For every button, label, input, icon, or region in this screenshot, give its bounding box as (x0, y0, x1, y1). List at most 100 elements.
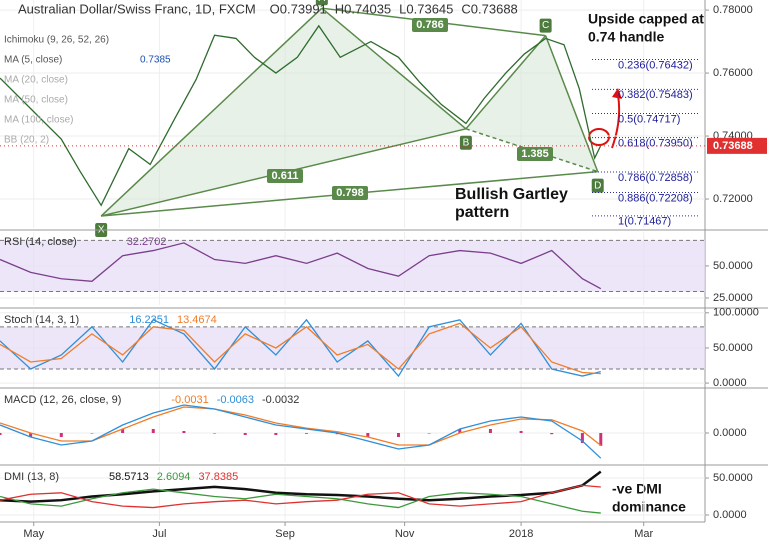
pattern-fill (465, 35, 598, 172)
histogram-bar (599, 433, 603, 446)
histogram-bar (0, 433, 2, 435)
y-tick-label: 50.0000 (713, 260, 753, 272)
readout: 16.2351 (129, 314, 169, 326)
histogram-bar (213, 433, 217, 434)
indicator-label: MA (100, close) (4, 115, 73, 126)
ohlc-value: O0.73991 (270, 1, 327, 16)
histogram-bar (305, 433, 309, 434)
histogram-bar (90, 433, 94, 434)
ratio-label: 1.385 (521, 148, 549, 160)
fib-label: 0.5(0.74717) (618, 113, 680, 125)
x-tick-label: 2018 (509, 528, 533, 540)
last-price-label: 0.73688 (713, 140, 753, 152)
ratio-label: 0.786 (416, 19, 444, 31)
annotation: Upside capped at (588, 11, 704, 27)
histogram-bar (274, 433, 278, 435)
ratio-box (412, 18, 448, 32)
histogram-bar (427, 433, 431, 434)
histogram-bar (519, 431, 523, 433)
histogram-bar (59, 433, 63, 437)
series-line (0, 404, 602, 459)
readout: 58.5713 (109, 471, 149, 483)
annotation: -ve DMI (612, 481, 662, 497)
fib-label: 0.618(0.73950) (618, 138, 693, 150)
histogram-bar (550, 433, 554, 435)
panel-title: Stoch (14, 3, 1) (4, 314, 79, 326)
ratio-label: 0.798 (336, 187, 364, 199)
readout: 37.8385 (198, 471, 238, 483)
histogram-bar (396, 433, 400, 437)
fib-label: 0.236(0.76432) (618, 59, 693, 71)
pattern-line (321, 7, 467, 130)
histogram-bar (580, 433, 584, 443)
pattern-line (100, 7, 323, 217)
series-line (0, 24, 602, 207)
ohlc-value: L0.73645 (399, 1, 453, 16)
histogram-bar (29, 433, 33, 437)
indicator-label: 0.7385 (140, 55, 171, 66)
readout: -0.0032 (262, 394, 299, 406)
pattern-point-box (315, 0, 328, 6)
annotation: dominance (612, 499, 686, 515)
histogram-bar (458, 429, 462, 433)
fib-label: 0.886(0.72208) (618, 192, 693, 204)
x-tick-label: Sep (275, 528, 295, 540)
readout: -0.0063 (217, 394, 254, 406)
ohlc-value: H0.74035 (335, 1, 391, 16)
pattern-fill (101, 8, 466, 217)
histogram-bar (182, 431, 186, 433)
highlight-circle (588, 128, 610, 146)
histogram-bar (488, 429, 492, 433)
annotation: 0.74 handle (588, 29, 664, 45)
pattern-line (544, 35, 599, 172)
up-arrow-head (612, 88, 622, 99)
ratio-label: 0.611 (272, 170, 299, 182)
histogram-bar (243, 433, 247, 435)
y-tick-label: 0.72000 (713, 193, 753, 205)
pattern-point-label: C (542, 20, 549, 31)
y-tick-label: 50.0000 (713, 472, 753, 484)
y-tick-label: 0.0000 (713, 377, 747, 389)
pattern-point-label: B (463, 137, 470, 148)
panel-title: Australian Dollar/Swiss Franc, 1D, FXCM (18, 1, 256, 16)
y-tick-label: 25.0000 (713, 292, 753, 304)
fib-label: 0.786(0.72858) (618, 172, 693, 184)
annotation: pattern (455, 204, 509, 221)
ratio-box (332, 186, 368, 200)
ratio-box (267, 169, 303, 183)
y-tick-label: 0.78000 (713, 4, 753, 16)
indicator-label: MA (50, close) (4, 95, 68, 106)
y-tick-label: 0.0000 (713, 509, 747, 521)
band (0, 240, 705, 292)
x-tick-label: May (23, 528, 44, 540)
series-line (0, 242, 602, 290)
x-tick-label: Jul (152, 528, 166, 540)
readout: -0.0031 (171, 394, 208, 406)
pattern-line (465, 35, 547, 130)
x-tick-label: Nov (395, 528, 415, 540)
y-tick-label: 0.76000 (713, 67, 753, 79)
fib-label: 1(0.71467) (618, 216, 671, 228)
pattern-line (465, 128, 598, 173)
annotation: Bullish Gartley (455, 186, 568, 203)
indicator-label: BB (20, 2) (4, 135, 49, 146)
fib-label: 0.382(0.75483) (618, 89, 693, 101)
indicator-label: MA (5, close) (4, 55, 62, 66)
readout: 13.4674 (177, 314, 217, 326)
indicator-label: MA (20, close) (4, 75, 68, 86)
series-line (0, 488, 601, 514)
readout: 32.2702 (127, 236, 167, 248)
series-line (0, 406, 602, 446)
y-tick-label: 50.0000 (713, 342, 753, 354)
histogram-bar (121, 429, 125, 433)
pattern-point-label: A (319, 0, 326, 4)
y-tick-label: 0.0000 (713, 427, 747, 439)
series-line (0, 322, 601, 375)
band (0, 326, 705, 370)
ratio-box (517, 147, 553, 161)
readout: 2.6094 (157, 471, 191, 483)
panel-title: DMI (13, 8) (4, 471, 59, 483)
indicator-label: Ichimoku (9, 26, 52, 26) (4, 35, 109, 46)
pattern-point-label: D (594, 180, 601, 191)
